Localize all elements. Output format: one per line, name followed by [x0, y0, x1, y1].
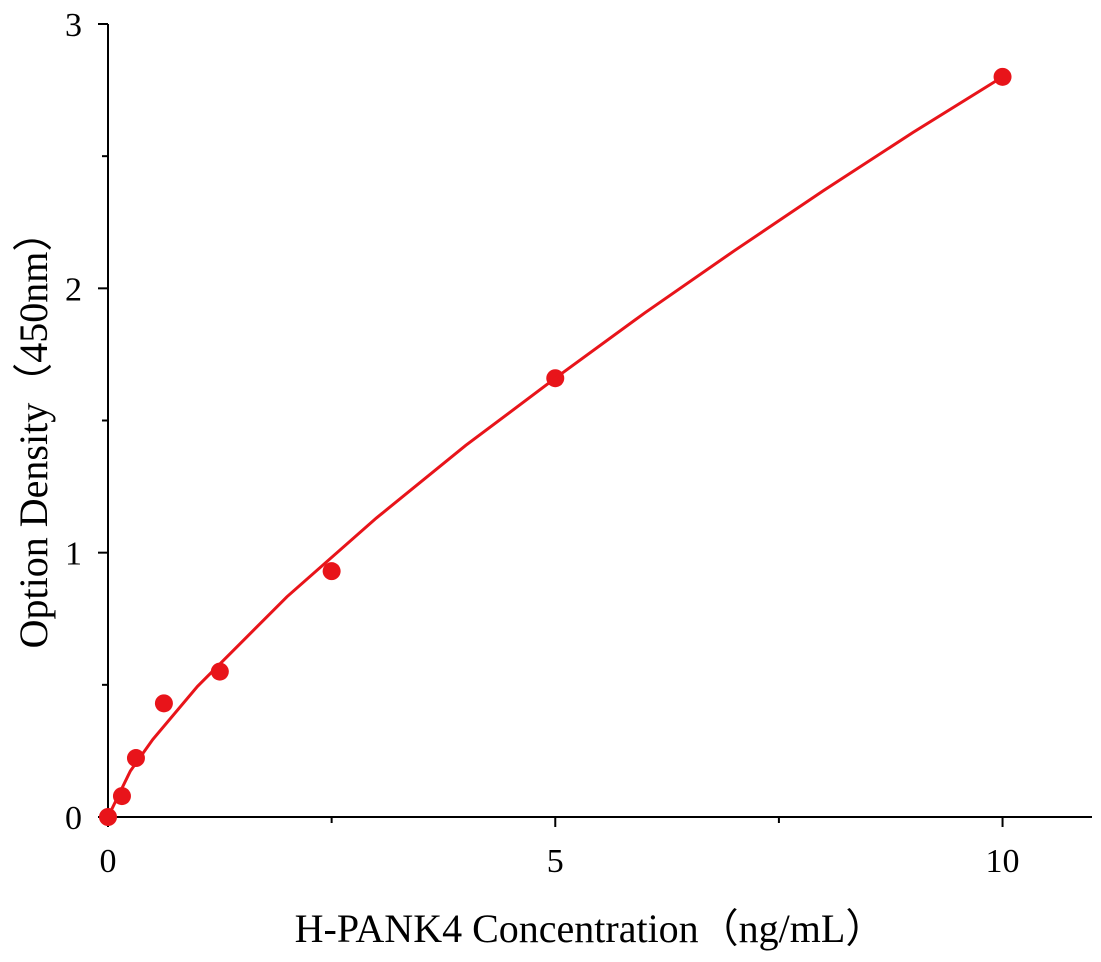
- y-tick-label: 3: [65, 7, 82, 44]
- y-axis-title: Option Density（450nm）: [11, 212, 56, 649]
- y-tick-label: 2: [65, 271, 82, 308]
- fit-curve: [106, 75, 1004, 818]
- data-point: [154, 694, 173, 713]
- data-point: [322, 562, 341, 581]
- data-point: [126, 749, 145, 768]
- x-tick-label: 0: [100, 843, 117, 880]
- y-tick-label: 0: [65, 800, 82, 837]
- x-tick-label: 10: [986, 843, 1020, 880]
- x-axis-title: H-PANK4 Concentration（ng/mL）: [295, 906, 886, 951]
- x-tick-label: 5: [547, 843, 564, 880]
- y-tick-label: 1: [65, 536, 82, 573]
